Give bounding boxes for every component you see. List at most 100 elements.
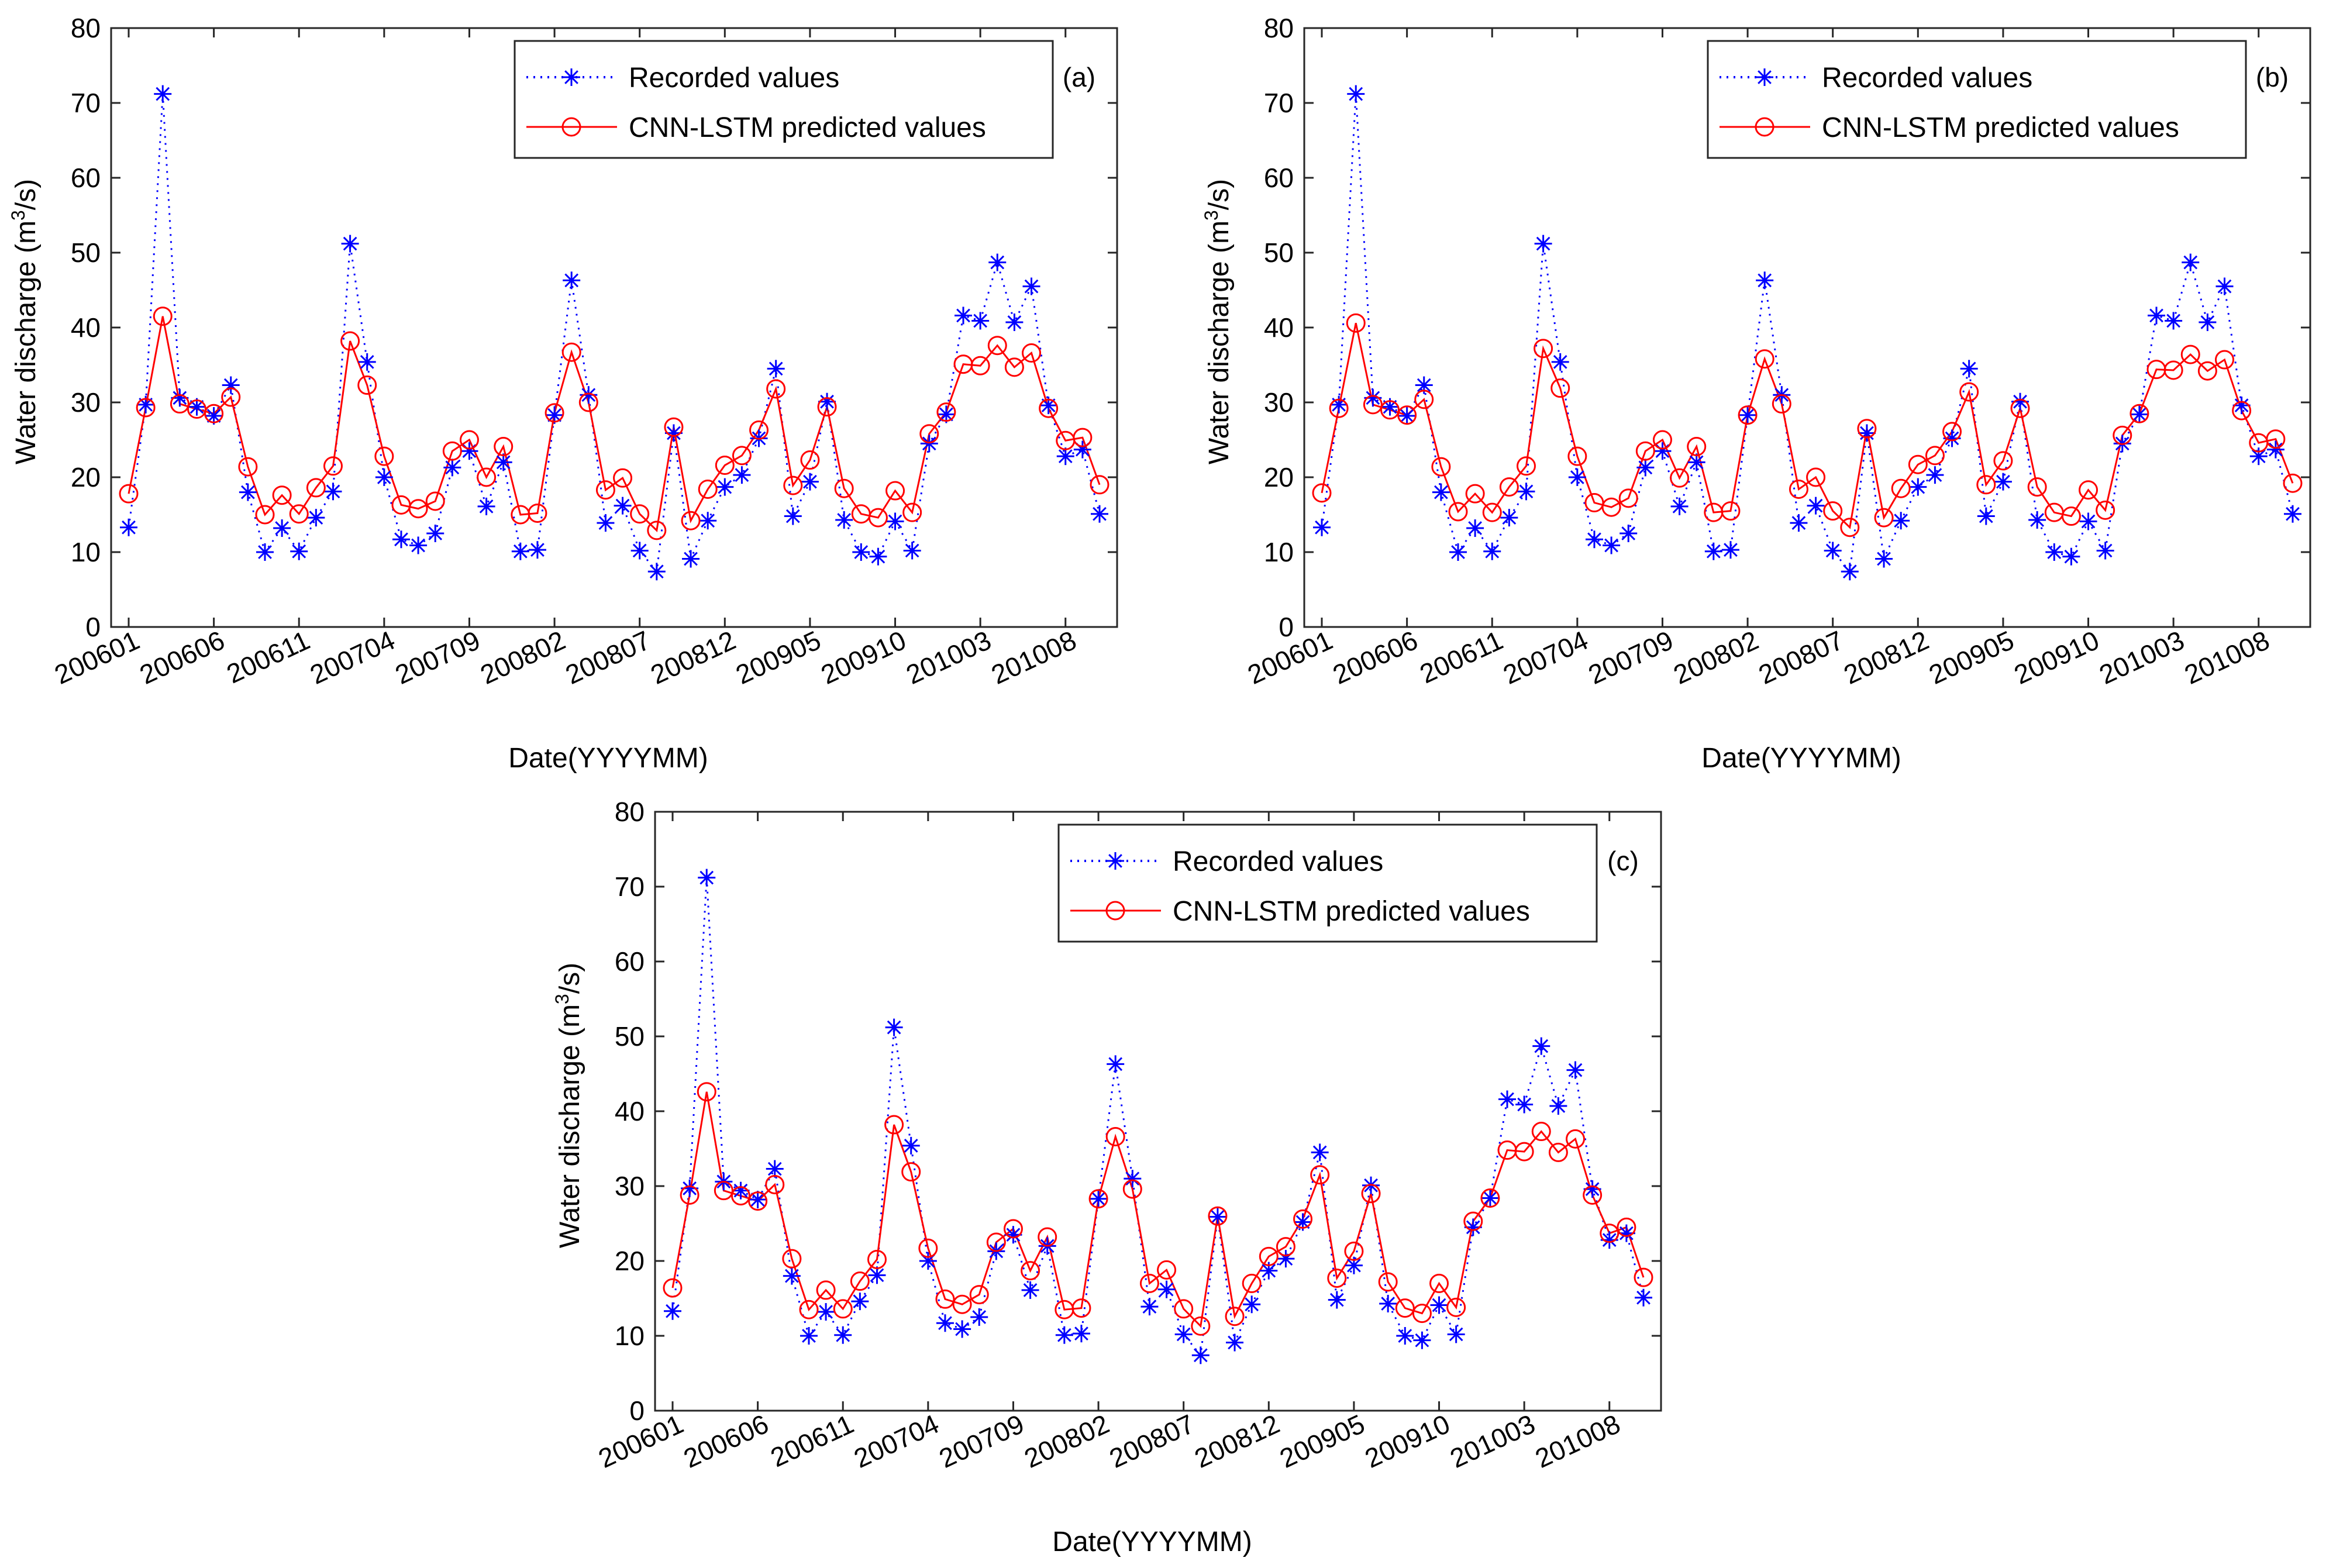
recorded-point [2215, 277, 2234, 295]
recorded-point [885, 1018, 903, 1036]
recorded-point [716, 478, 734, 496]
recorded-point [1551, 353, 1569, 371]
recorded-point [1311, 1143, 1329, 1162]
recorded-point [546, 406, 564, 424]
predicted-point [1550, 378, 1570, 398]
predicted-point [545, 403, 564, 423]
predicted-point [1378, 1272, 1398, 1292]
recorded-point [375, 468, 393, 486]
recorded-point [1191, 1346, 1210, 1364]
recorded-point [1260, 1262, 1278, 1280]
predicted-point [1397, 405, 1417, 425]
predicted-point [748, 1191, 768, 1211]
x-tick-label: 201003 [2094, 625, 2189, 690]
recorded-point [886, 512, 904, 530]
recorded-point [2199, 313, 2217, 332]
panel-label: (a) [1063, 62, 1095, 92]
panel-label: (c) [1607, 846, 1639, 876]
predicted-point [1652, 430, 1672, 450]
predicted-point [459, 430, 479, 450]
predicted-point [1276, 1237, 1295, 1257]
recorded-point [630, 542, 649, 560]
legend-label-predicted: CNN-LSTM predicted values [1822, 112, 2179, 143]
predicted-point [1414, 390, 1434, 409]
predicted-point [1600, 1224, 1619, 1243]
recorded-point [698, 869, 716, 887]
recorded-point [1756, 271, 1774, 290]
recorded-point [528, 541, 546, 559]
predicted-point [1806, 467, 1826, 487]
predicted-point [1363, 395, 1383, 415]
predicted-point [255, 505, 275, 525]
predicted-point [272, 485, 292, 505]
recorded-point [970, 1308, 988, 1326]
recorded-point [1432, 483, 1450, 501]
y-tick-label: 80 [71, 13, 101, 43]
predicted-point [1566, 1129, 1586, 1149]
recorded-point [1721, 541, 1739, 559]
x-tick-label: 201003 [901, 625, 995, 690]
recorded-point [1500, 509, 1518, 527]
legend-marker-predicted [1755, 117, 1774, 137]
predicted-point [1412, 1304, 1432, 1324]
x-tick-label: 200807 [561, 625, 655, 690]
recorded-point [2148, 306, 2166, 325]
predicted-point [2061, 506, 2081, 526]
predicted-point [1003, 1219, 1023, 1239]
predicted-point [408, 499, 428, 519]
x-tick-label: 200802 [1669, 625, 1763, 690]
recorded-point [494, 453, 512, 471]
y-tick-label: 60 [71, 163, 101, 193]
predicted-point [765, 1174, 785, 1194]
recorded-point [800, 1327, 818, 1345]
recorded-point [869, 547, 887, 566]
legend: Recorded values CNN-LSTM predicted value… [514, 40, 1054, 159]
y-tick-label: 40 [71, 312, 101, 343]
legend-box [514, 40, 1054, 159]
predicted-point [749, 420, 769, 440]
recorded-point [1396, 1327, 1414, 1345]
recorded-point [1072, 1325, 1090, 1343]
predicted-point [867, 1249, 887, 1269]
predicted-point [1959, 382, 1979, 402]
recorded-point [783, 1267, 801, 1285]
x-tick-label: 201003 [1445, 1408, 1539, 1474]
x-tick-label: 200807 [1754, 625, 1848, 690]
x-tick-label: 201008 [987, 625, 1081, 690]
recorded-point [120, 518, 137, 536]
y-tick-label: 30 [615, 1171, 645, 1201]
y-tick-label: 80 [615, 797, 645, 827]
recorded-point [1056, 447, 1074, 466]
x-tick-label: 200807 [1105, 1408, 1199, 1474]
predicted-point [1738, 405, 1758, 425]
x-tick-label: 200905 [1924, 625, 2018, 690]
x-axis-label: Date(YYYYMM) [1701, 743, 1901, 774]
recorded-point [1140, 1298, 1159, 1316]
legend-label-recorded: Recorded values [1173, 846, 1383, 877]
recorded-point [2062, 547, 2080, 566]
recorded-point [647, 563, 666, 581]
recorded-point [1107, 1055, 1125, 1073]
predicted-point [494, 437, 514, 457]
recorded-point [818, 392, 836, 411]
recorded-point [2028, 511, 2046, 529]
series-line-predicted [1321, 323, 2294, 529]
predicted-point [697, 1082, 716, 1102]
predicted-point [1174, 1299, 1194, 1319]
predicted-point [1225, 1307, 1245, 1326]
predicted-point [1259, 1246, 1279, 1266]
predicted-point [833, 1299, 853, 1319]
recorded-point [1055, 1326, 1073, 1344]
predicted-point [1073, 428, 1093, 447]
recorded-point [1157, 1280, 1176, 1298]
y-tick-label: 0 [85, 612, 101, 642]
predicted-point [1840, 518, 1860, 537]
recorded-point [392, 530, 410, 549]
legend-star-icon [1107, 852, 1124, 870]
recorded-point [2232, 397, 2251, 415]
x-axis-label: Date(YYYYMM) [508, 743, 708, 774]
predicted-point [1105, 1127, 1125, 1147]
y-tick-label: 70 [615, 871, 645, 902]
y-tick-label: 0 [629, 1395, 645, 1426]
predicted-point [238, 457, 258, 477]
